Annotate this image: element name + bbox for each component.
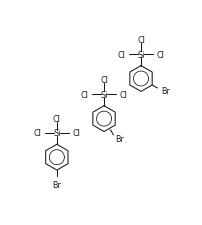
Text: Si: Si: [100, 90, 107, 99]
Text: Br: Br: [52, 180, 61, 189]
Text: Cl: Cl: [53, 114, 60, 123]
Text: Cl: Cl: [156, 50, 163, 59]
Text: Si: Si: [53, 129, 60, 138]
Text: Cl: Cl: [34, 129, 41, 138]
Text: Cl: Cl: [119, 90, 126, 99]
Text: Si: Si: [137, 50, 144, 59]
Text: Br: Br: [115, 135, 124, 144]
Text: Cl: Cl: [72, 129, 80, 138]
Text: Br: Br: [160, 86, 169, 95]
Text: Cl: Cl: [100, 76, 107, 85]
Text: Cl: Cl: [81, 90, 88, 99]
Text: Cl: Cl: [117, 50, 125, 59]
Text: Cl: Cl: [136, 36, 144, 45]
